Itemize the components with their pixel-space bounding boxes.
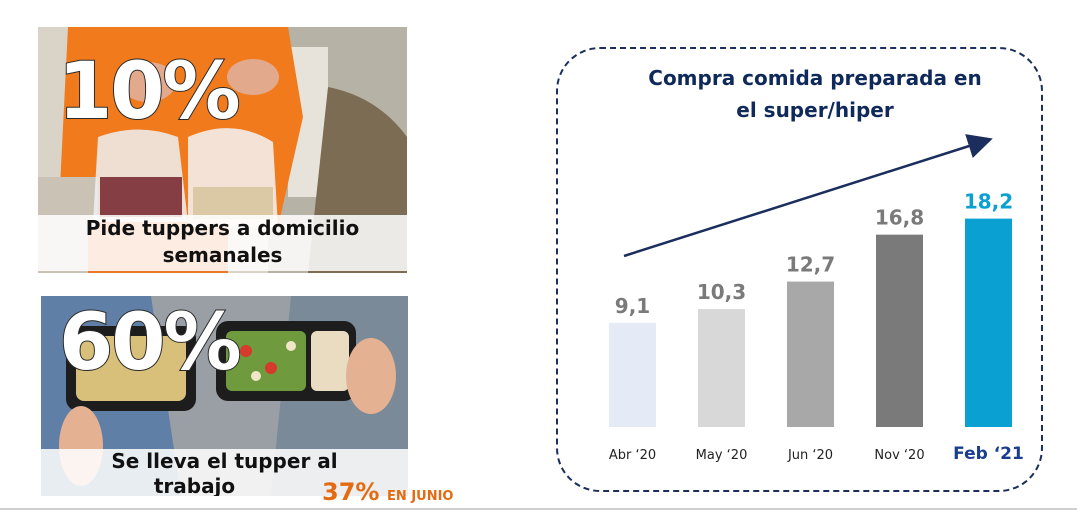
- value-label-3: 12,7: [786, 253, 835, 277]
- work-lunch-caption-line1: Se lleva el tupper al: [111, 449, 338, 473]
- work-lunch-caption-line2: trabajo: [153, 474, 236, 496]
- delivery-caption-line2: semanales: [162, 243, 283, 267]
- work-lunch-stat-percent: 60%: [58, 297, 243, 389]
- chart-title: Compra comida preparada en el super/hipe…: [620, 62, 1010, 126]
- category-label-3: Jun ‘20: [787, 448, 833, 463]
- chart-frame: [556, 47, 1043, 492]
- value-label-5: 18,2: [964, 190, 1013, 214]
- bar-3: [787, 281, 834, 427]
- footer-divider: [0, 508, 1077, 510]
- bar-5: [965, 218, 1012, 427]
- june-stat-percent: 37%: [322, 478, 380, 506]
- trend-arrow: [623, 134, 993, 258]
- category-label-4: Nov ‘20: [874, 448, 924, 463]
- bar-1: [609, 322, 656, 427]
- bar-4: [876, 234, 923, 427]
- work-lunch-caption: Se lleva el tupper al trabajo: [41, 449, 408, 496]
- category-label-2: May ‘20: [696, 448, 748, 463]
- delivery-caption-line1: Pide tuppers a domicilio: [85, 216, 360, 240]
- june-stat-note: EN JUNIO: [387, 489, 454, 504]
- delivery-stat-percent: 10%: [57, 46, 242, 138]
- home-delivery-photo-card: 10% Pide tuppers a domicilio semanales: [38, 27, 407, 273]
- category-label-1: Abr ‘20: [609, 448, 656, 463]
- category-label-5: Feb ‘21: [953, 444, 1024, 464]
- value-label-1: 9,1: [615, 294, 650, 318]
- june-stat: 37% EN JUNIO: [322, 478, 453, 506]
- chart-title-line1: Compra comida preparada en: [648, 66, 982, 90]
- work-lunch-photo-card: 60% Se lleva el tupper al trabajo: [41, 296, 408, 496]
- bar-2: [698, 309, 745, 427]
- value-label-4: 16,8: [875, 206, 924, 230]
- chart-title-line2: el super/hiper: [736, 98, 894, 122]
- value-label-2: 10,3: [697, 280, 746, 304]
- delivery-caption: Pide tuppers a domicilio semanales: [38, 215, 407, 271]
